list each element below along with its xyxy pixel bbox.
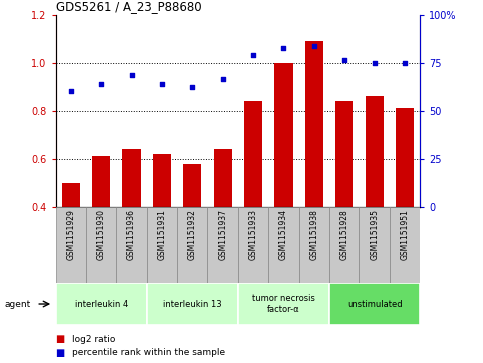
Text: GSM1151929: GSM1151929 bbox=[66, 209, 75, 260]
Text: GSM1151934: GSM1151934 bbox=[279, 209, 288, 260]
Bar bbox=[244, 101, 262, 207]
Text: interleukin 13: interleukin 13 bbox=[163, 299, 222, 309]
Text: percentile rank within the sample: percentile rank within the sample bbox=[72, 348, 226, 357]
Bar bbox=[329, 207, 359, 283]
Text: GDS5261 / A_23_P88680: GDS5261 / A_23_P88680 bbox=[56, 0, 201, 13]
Bar bbox=[298, 207, 329, 283]
Bar bbox=[153, 154, 171, 207]
Bar bbox=[366, 96, 384, 207]
Text: GSM1151936: GSM1151936 bbox=[127, 209, 136, 260]
Point bbox=[249, 53, 257, 58]
Point bbox=[341, 57, 348, 63]
Bar bbox=[238, 283, 329, 325]
Point bbox=[401, 60, 409, 66]
Text: GSM1151932: GSM1151932 bbox=[188, 209, 197, 260]
Text: GSM1151951: GSM1151951 bbox=[400, 209, 410, 260]
Text: interleukin 4: interleukin 4 bbox=[74, 299, 128, 309]
Bar bbox=[274, 63, 293, 207]
Point bbox=[97, 81, 105, 87]
Bar bbox=[147, 207, 177, 283]
Bar bbox=[56, 283, 147, 325]
Text: GSM1151938: GSM1151938 bbox=[309, 209, 318, 260]
Text: GSM1151931: GSM1151931 bbox=[157, 209, 167, 260]
Point bbox=[67, 89, 74, 94]
Text: log2 ratio: log2 ratio bbox=[72, 335, 116, 344]
Point bbox=[158, 81, 166, 87]
Text: GSM1151933: GSM1151933 bbox=[249, 209, 257, 260]
Bar bbox=[329, 283, 420, 325]
Text: GSM1151930: GSM1151930 bbox=[97, 209, 106, 260]
Text: ■: ■ bbox=[56, 348, 65, 358]
Point bbox=[310, 43, 318, 49]
Point bbox=[128, 72, 135, 78]
Bar bbox=[305, 41, 323, 207]
Text: unstimulated: unstimulated bbox=[347, 299, 402, 309]
Bar bbox=[177, 207, 208, 283]
Point bbox=[188, 84, 196, 90]
Text: ■: ■ bbox=[56, 334, 65, 344]
Bar bbox=[183, 164, 201, 207]
Point bbox=[219, 77, 227, 82]
Bar bbox=[62, 183, 80, 207]
Text: GSM1151928: GSM1151928 bbox=[340, 209, 349, 260]
Text: agent: agent bbox=[5, 299, 31, 309]
Bar bbox=[92, 156, 110, 207]
Text: GSM1151935: GSM1151935 bbox=[370, 209, 379, 260]
Bar bbox=[86, 207, 116, 283]
Text: tumor necrosis
factor-α: tumor necrosis factor-α bbox=[252, 294, 315, 314]
Bar bbox=[268, 207, 298, 283]
Bar bbox=[213, 149, 232, 207]
Text: GSM1151937: GSM1151937 bbox=[218, 209, 227, 260]
Bar bbox=[359, 207, 390, 283]
Point bbox=[371, 60, 379, 66]
Bar bbox=[56, 207, 86, 283]
Bar bbox=[396, 108, 414, 207]
Bar bbox=[335, 101, 354, 207]
Bar bbox=[116, 207, 147, 283]
Bar bbox=[390, 207, 420, 283]
Point bbox=[280, 45, 287, 51]
Bar bbox=[122, 149, 141, 207]
Bar bbox=[208, 207, 238, 283]
Bar bbox=[147, 283, 238, 325]
Bar bbox=[238, 207, 268, 283]
